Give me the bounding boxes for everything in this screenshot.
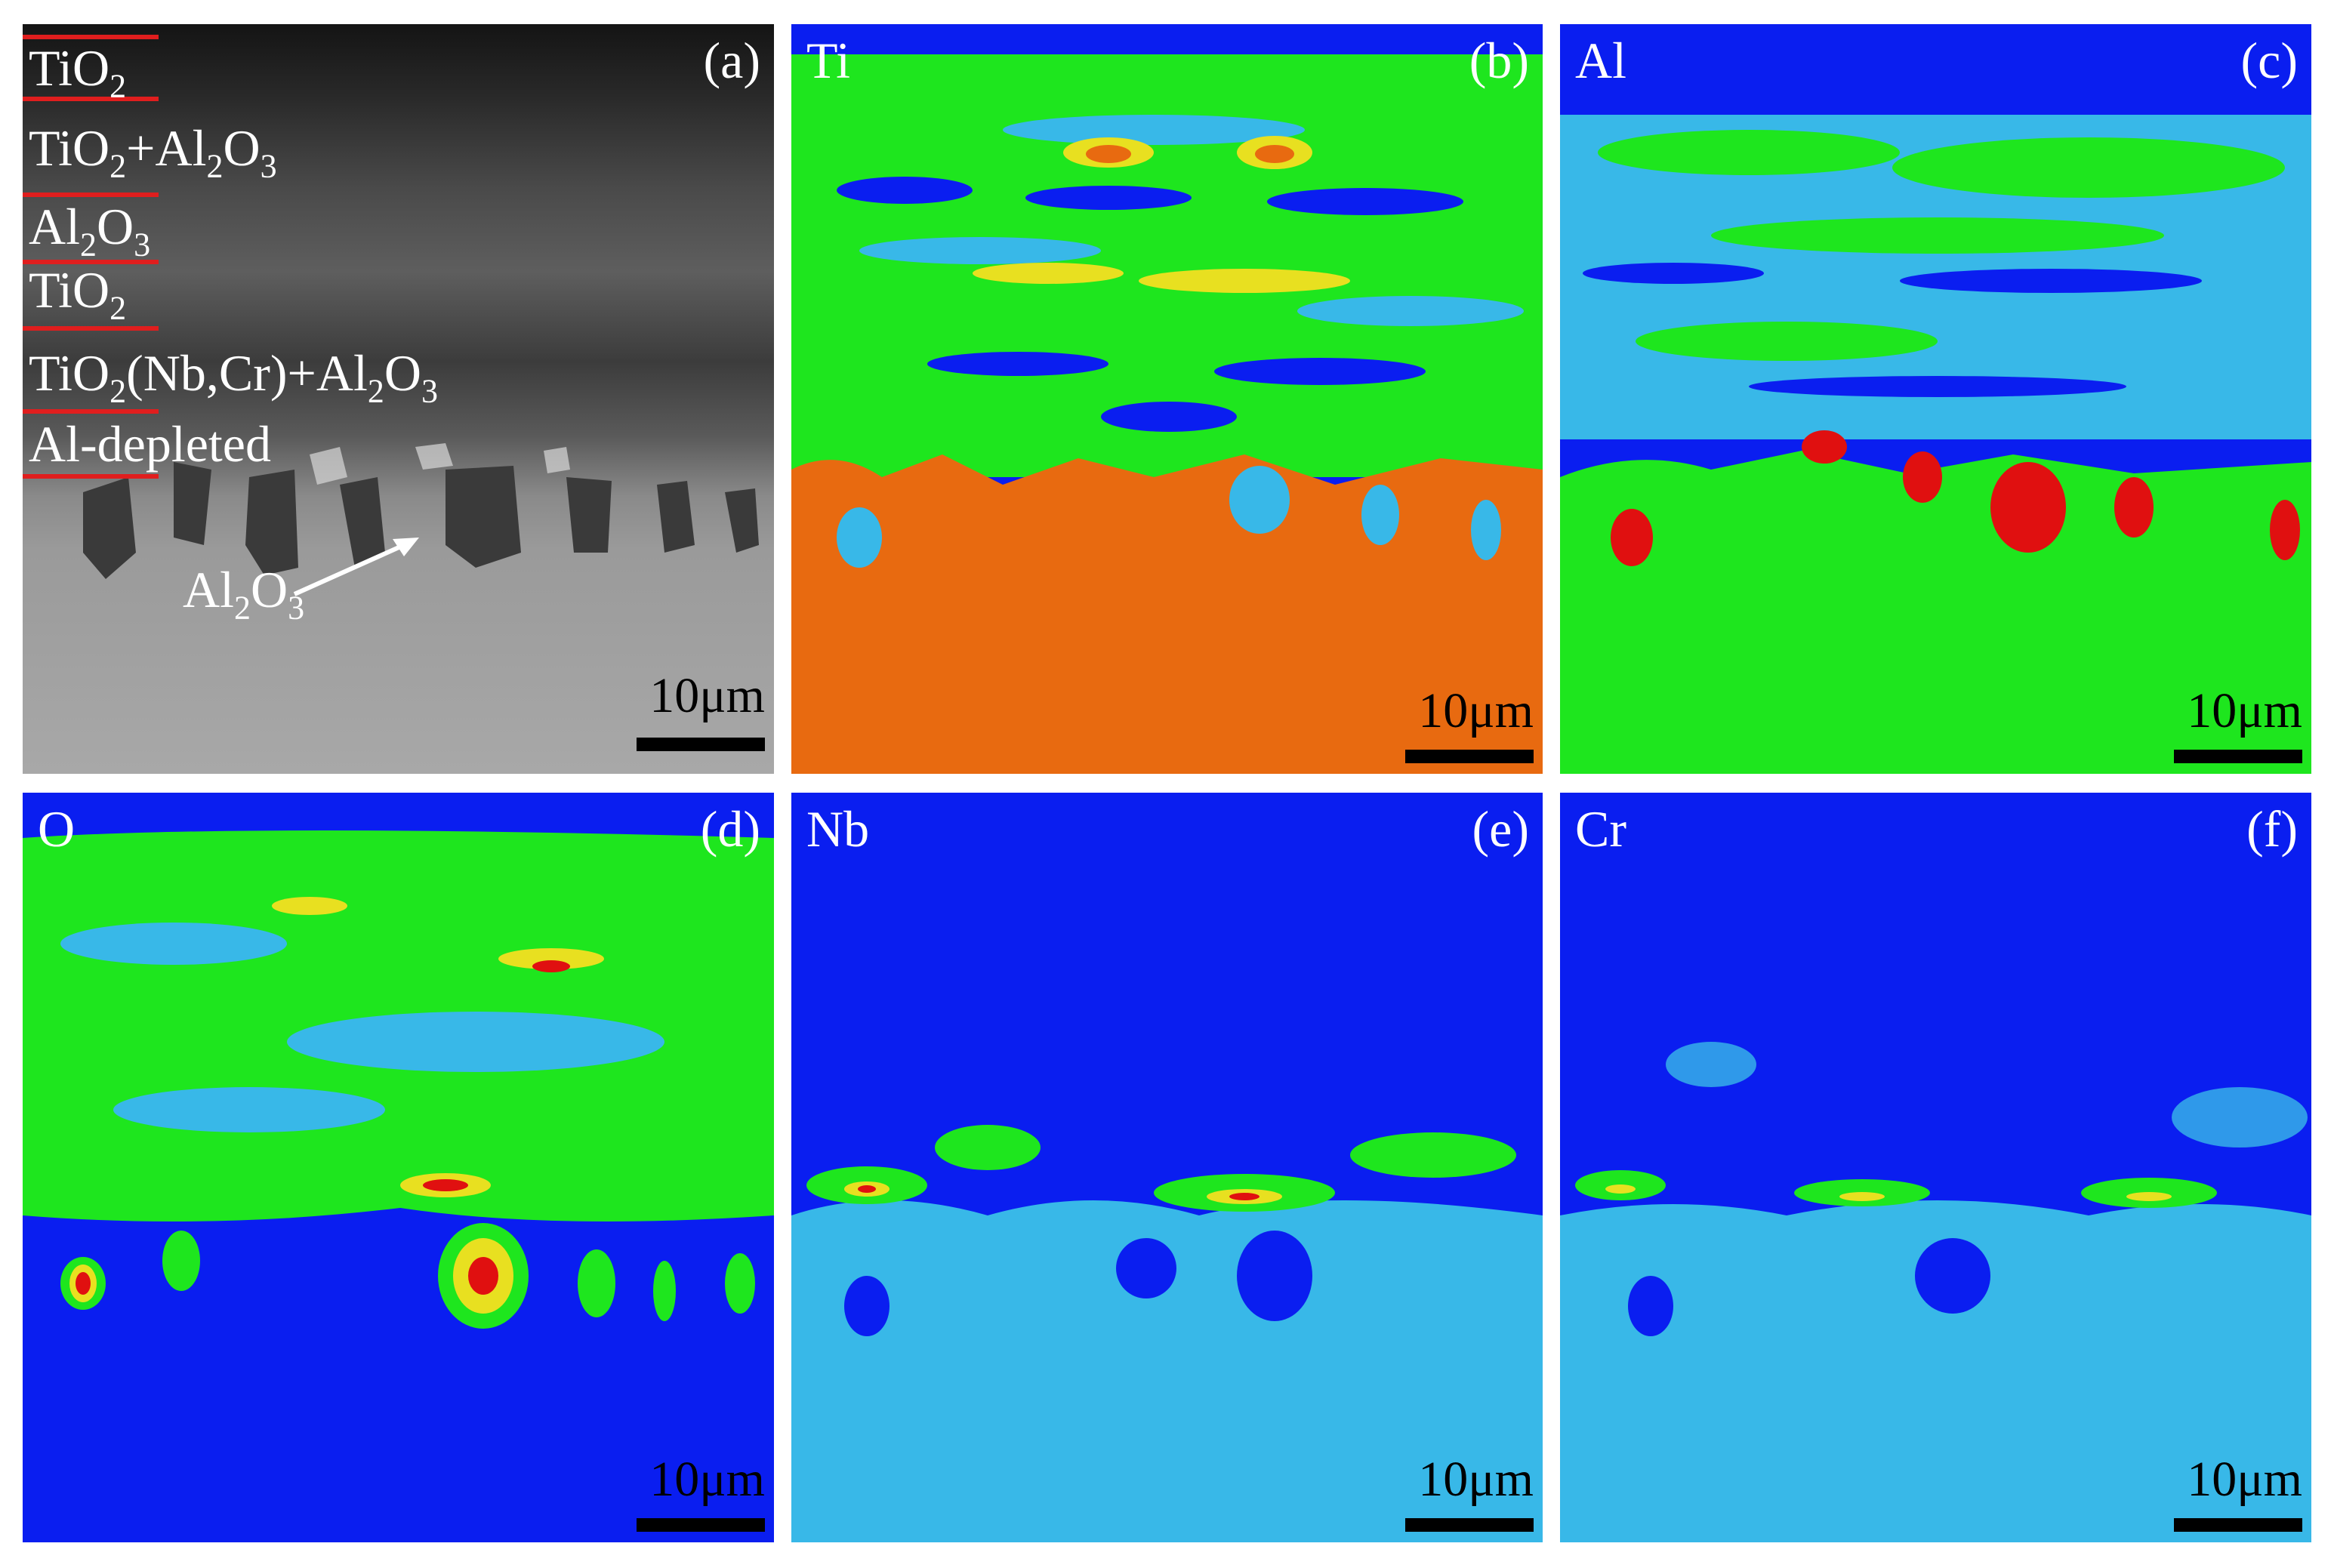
arrow-icon bbox=[293, 538, 419, 596]
scale-bar-label: 10μm bbox=[1418, 683, 1534, 738]
layer-divider bbox=[23, 97, 159, 101]
panel-a-sem-image: TiO2 TiO2+Al2O3 Al2O3 TiO2 TiO2(Nb,Cr)+A… bbox=[23, 24, 774, 774]
arrow-label-al2o3: Al2O3 bbox=[183, 561, 305, 627]
layer-label-tio2-middle: TiO2 bbox=[29, 261, 127, 327]
element-map-al bbox=[1560, 115, 2311, 774]
panel-label: (f) bbox=[2246, 800, 2298, 858]
scale-bar-label: 10μm bbox=[2187, 1452, 2302, 1507]
scale-bar-label: 10μm bbox=[649, 668, 765, 723]
layer-divider bbox=[23, 35, 159, 39]
layer-label-al2o3: Al2O3 bbox=[29, 198, 151, 263]
scale-bar-label: 10μm bbox=[1418, 1452, 1534, 1507]
panel-label: (e) bbox=[1472, 800, 1529, 858]
panel-label: (c) bbox=[2240, 32, 2298, 89]
element-label: Al bbox=[1575, 32, 1626, 89]
scale-bar bbox=[2174, 1518, 2302, 1532]
sem-micrograph bbox=[23, 24, 774, 774]
layer-divider bbox=[23, 474, 159, 479]
panel-e-nb-map: Nb (e) 10μm bbox=[791, 793, 1543, 1542]
layer-divider bbox=[23, 409, 159, 414]
layer-label-tio2-top: TiO2 bbox=[29, 39, 127, 105]
panel-f-cr-map: Cr (f) 10μm bbox=[1560, 793, 2311, 1542]
layer-label-al-depleted: Al-depleted bbox=[29, 415, 271, 473]
layer-label-tio2-nbcr-al2o3: TiO2(Nb,Cr)+Al2O3 bbox=[29, 344, 439, 410]
scale-bar bbox=[1405, 1518, 1534, 1532]
element-label: Ti bbox=[806, 32, 851, 89]
element-map-o bbox=[23, 830, 774, 1329]
scale-bar bbox=[2174, 750, 2302, 763]
panel-label: (d) bbox=[700, 800, 760, 858]
panel-c-al-map: Al (c) 10μm bbox=[1560, 24, 2311, 774]
element-label: Nb bbox=[806, 800, 870, 858]
layer-divider bbox=[23, 260, 159, 264]
element-map-ti bbox=[791, 54, 1543, 774]
panel-d-o-map: O (d) 10μm bbox=[23, 793, 774, 1542]
scale-bar-label: 10μm bbox=[649, 1452, 765, 1507]
panel-b-ti-map: Ti (b) 10μm bbox=[791, 24, 1543, 774]
layer-divider bbox=[23, 326, 159, 331]
layer-divider bbox=[23, 193, 159, 197]
scale-bar-label: 10μm bbox=[2187, 683, 2302, 738]
scale-bar bbox=[637, 1518, 765, 1532]
scale-bar bbox=[637, 738, 765, 751]
element-map-cr bbox=[1560, 1042, 2311, 1542]
panel-label: (a) bbox=[703, 32, 760, 89]
element-map-nb bbox=[791, 1125, 1543, 1542]
scale-bar bbox=[1405, 750, 1534, 763]
panel-label: (b) bbox=[1469, 32, 1529, 89]
element-label: Cr bbox=[1575, 800, 1626, 858]
element-label: O bbox=[38, 800, 76, 858]
layer-label-tio2-al2o3: TiO2+Al2O3 bbox=[29, 119, 277, 185]
